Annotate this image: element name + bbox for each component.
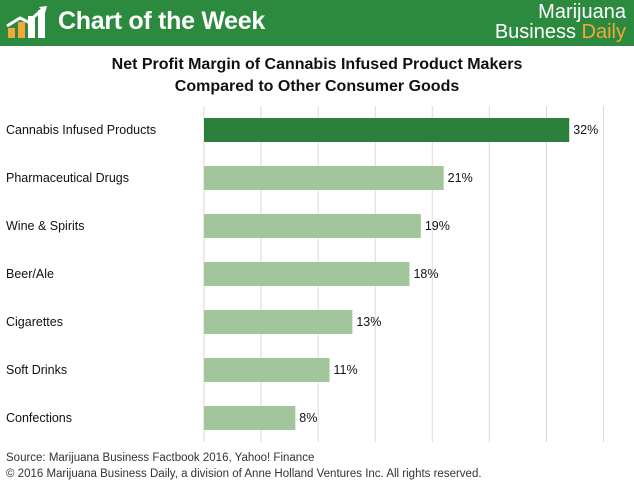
value-label: 32% [573, 123, 598, 137]
bar [204, 166, 444, 190]
brand-logo: Marijuana Business Daily [495, 2, 626, 42]
value-label: 21% [448, 171, 473, 185]
value-label: 11% [334, 363, 358, 377]
value-label: 19% [425, 219, 450, 233]
bar [204, 358, 330, 382]
bar [204, 262, 410, 286]
value-label: 13% [356, 315, 381, 329]
category-label: Wine & Spirits [6, 219, 85, 233]
brand-line2: Business Daily [495, 22, 626, 42]
brand-line1: Marijuana [538, 1, 626, 23]
rising-bar-chart-icon [6, 6, 47, 38]
brand-business: Business [494, 21, 576, 43]
category-label: Cannabis Infused Products [6, 123, 156, 137]
footer: Source: Marijuana Business Factbook 2016… [6, 450, 482, 482]
value-labels: 32% 21% 19% 18% 13% 11% 8% [299, 123, 598, 425]
category-label: Confections [6, 411, 72, 425]
bars [204, 118, 570, 430]
category-label: Pharmaceutical Drugs [6, 171, 129, 185]
chart-title-line2: Compared to Other Consumer Goods [174, 78, 460, 95]
copyright-note: © 2016 Marijuana Business Daily, a divis… [6, 468, 482, 480]
category-labels: Cannabis Infused Products Pharmaceutical … [6, 123, 156, 425]
category-label: Beer/Ale [6, 267, 54, 281]
header-banner: Chart of the Week Marijuana Business Dai… [0, 0, 634, 46]
chart-title: Net Profit Margin of Cannabis Infused Pr… [0, 54, 634, 98]
chart-title-line1: Net Profit Margin of Cannabis Infused Pr… [111, 56, 523, 73]
source-note: Source: Marijuana Business Factbook 2016… [6, 452, 315, 464]
header-title: Chart of the Week [58, 7, 265, 35]
bar [204, 406, 296, 430]
value-label: 8% [299, 411, 317, 425]
value-label: 18% [413, 267, 438, 281]
bar [204, 214, 421, 238]
brand-daily: Daily [581, 21, 626, 43]
category-label: Cigarettes [6, 315, 63, 329]
bar [204, 118, 570, 142]
bar [204, 310, 353, 334]
category-label: Soft Drinks [6, 363, 67, 377]
